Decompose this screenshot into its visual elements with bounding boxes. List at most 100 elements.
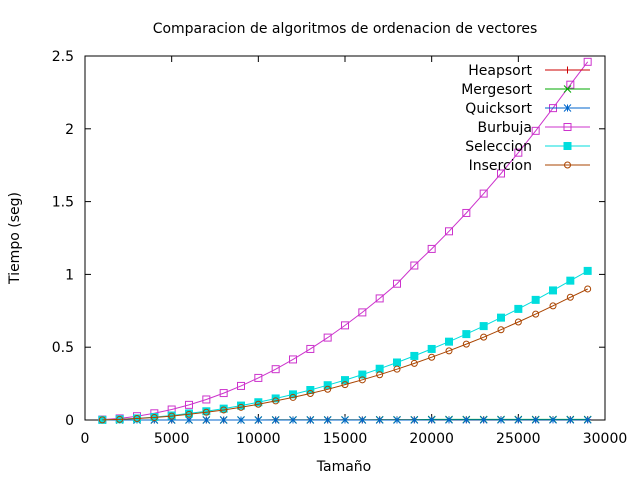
data-point — [462, 416, 471, 424]
data-point — [532, 310, 540, 318]
data-point — [358, 308, 367, 317]
data-point — [220, 406, 228, 414]
data-point — [271, 394, 280, 403]
data-point — [445, 227, 453, 236]
data-point — [531, 295, 540, 304]
data-point — [393, 358, 401, 367]
y-tick-label: 0.5 — [52, 340, 74, 356]
legend-entry: Mergesort — [461, 82, 590, 98]
data-point — [479, 416, 488, 424]
data-point — [563, 85, 572, 93]
data-point — [497, 326, 505, 334]
data-point — [462, 208, 471, 217]
y-tick-label: 2.5 — [52, 49, 74, 65]
y-tick-label: 1 — [65, 267, 74, 283]
data-point — [185, 400, 193, 409]
legend-label: Insercion — [469, 158, 532, 174]
data-point — [323, 333, 332, 342]
data-point — [410, 351, 419, 360]
series-line — [102, 270, 588, 421]
data-point — [393, 279, 401, 288]
data-point — [202, 407, 211, 416]
data-point — [323, 381, 332, 390]
data-point — [445, 337, 453, 346]
data-point — [306, 416, 315, 424]
legend: Heapsort Mergesort Quicksort Burbuja Selecci… — [461, 63, 590, 174]
data-point — [341, 321, 349, 330]
data-point — [98, 416, 106, 424]
data-point — [566, 416, 575, 424]
data-point — [341, 416, 349, 424]
data-point — [514, 318, 522, 326]
x-tick-label: 20000 — [409, 431, 454, 447]
data-point — [254, 400, 262, 408]
data-point — [583, 266, 592, 275]
data-point — [428, 353, 436, 361]
data-point — [375, 364, 384, 373]
legend-entry: Burbuja — [478, 120, 590, 136]
legend-label: Mergesort — [461, 82, 532, 98]
data-point — [563, 104, 572, 112]
data-point — [133, 415, 141, 423]
data-point — [237, 403, 245, 411]
axes-ticks: 0 5000 10000 15000 20000 25000 30000 0 0.5 1 1.5 2 2… — [52, 49, 628, 447]
series-burbuja — [98, 57, 592, 424]
data-point — [254, 373, 263, 382]
series-line — [102, 288, 588, 421]
data-point — [497, 313, 505, 322]
data-point — [289, 355, 297, 364]
x-tick-label: 15000 — [323, 431, 368, 447]
chart-title: Comparacion de algoritmos de ordenacion … — [153, 21, 538, 37]
data-point — [254, 398, 263, 407]
data-point — [185, 416, 193, 424]
data-point — [427, 344, 436, 353]
data-point — [564, 161, 571, 169]
data-point — [445, 416, 453, 424]
data-point — [445, 347, 453, 355]
data-point — [531, 416, 540, 424]
data-point — [271, 416, 280, 424]
x-tick-label: 30000 — [583, 431, 628, 447]
data-point — [289, 393, 297, 401]
data-point — [549, 416, 557, 424]
data-point — [563, 123, 572, 131]
x-tick-label: 5000 — [154, 431, 190, 447]
data-point — [427, 416, 436, 424]
data-point — [341, 376, 349, 385]
y-tick-label: 2 — [65, 122, 74, 138]
data-point — [514, 416, 523, 424]
data-point — [202, 395, 211, 404]
data-point — [566, 293, 574, 301]
legend-entry: Insercion — [469, 158, 590, 174]
data-point — [271, 365, 280, 374]
data-point — [462, 330, 471, 339]
legend-label: Seleccion — [465, 139, 532, 155]
data-point — [410, 261, 419, 270]
data-point — [375, 416, 384, 424]
data-point — [514, 304, 523, 313]
data-point — [324, 385, 332, 393]
y-tick-label: 0 — [65, 413, 74, 429]
data-point — [254, 416, 263, 424]
data-point — [306, 390, 314, 398]
series-seleccion — [98, 266, 592, 424]
legend-label: Heapsort — [468, 63, 532, 79]
series-layer — [98, 57, 592, 424]
data-point — [566, 276, 575, 285]
data-point — [168, 412, 176, 420]
data-point — [323, 416, 332, 424]
data-point — [549, 302, 557, 310]
data-point — [584, 285, 592, 293]
data-point — [479, 189, 488, 198]
data-point — [289, 416, 297, 424]
data-point — [479, 322, 488, 331]
data-point — [566, 80, 575, 89]
data-point — [116, 415, 124, 423]
data-point — [358, 370, 367, 379]
legend-label: Quicksort — [465, 101, 532, 117]
data-point — [480, 333, 488, 341]
legend-entry: Quicksort — [465, 101, 590, 117]
data-point — [341, 381, 349, 389]
series-insercion — [98, 285, 592, 424]
data-point — [202, 416, 211, 424]
